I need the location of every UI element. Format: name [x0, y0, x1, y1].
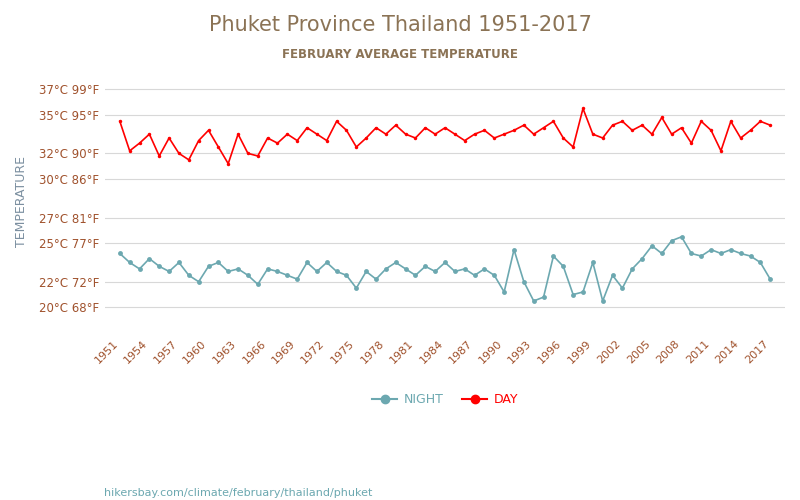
- Text: Phuket Province Thailand 1951-2017: Phuket Province Thailand 1951-2017: [209, 15, 591, 35]
- Y-axis label: TEMPERATURE: TEMPERATURE: [15, 156, 28, 247]
- Text: hikersbay.com/climate/february/thailand/phuket: hikersbay.com/climate/february/thailand/…: [104, 488, 372, 498]
- Legend: NIGHT, DAY: NIGHT, DAY: [367, 388, 523, 411]
- Text: FEBRUARY AVERAGE TEMPERATURE: FEBRUARY AVERAGE TEMPERATURE: [282, 48, 518, 60]
